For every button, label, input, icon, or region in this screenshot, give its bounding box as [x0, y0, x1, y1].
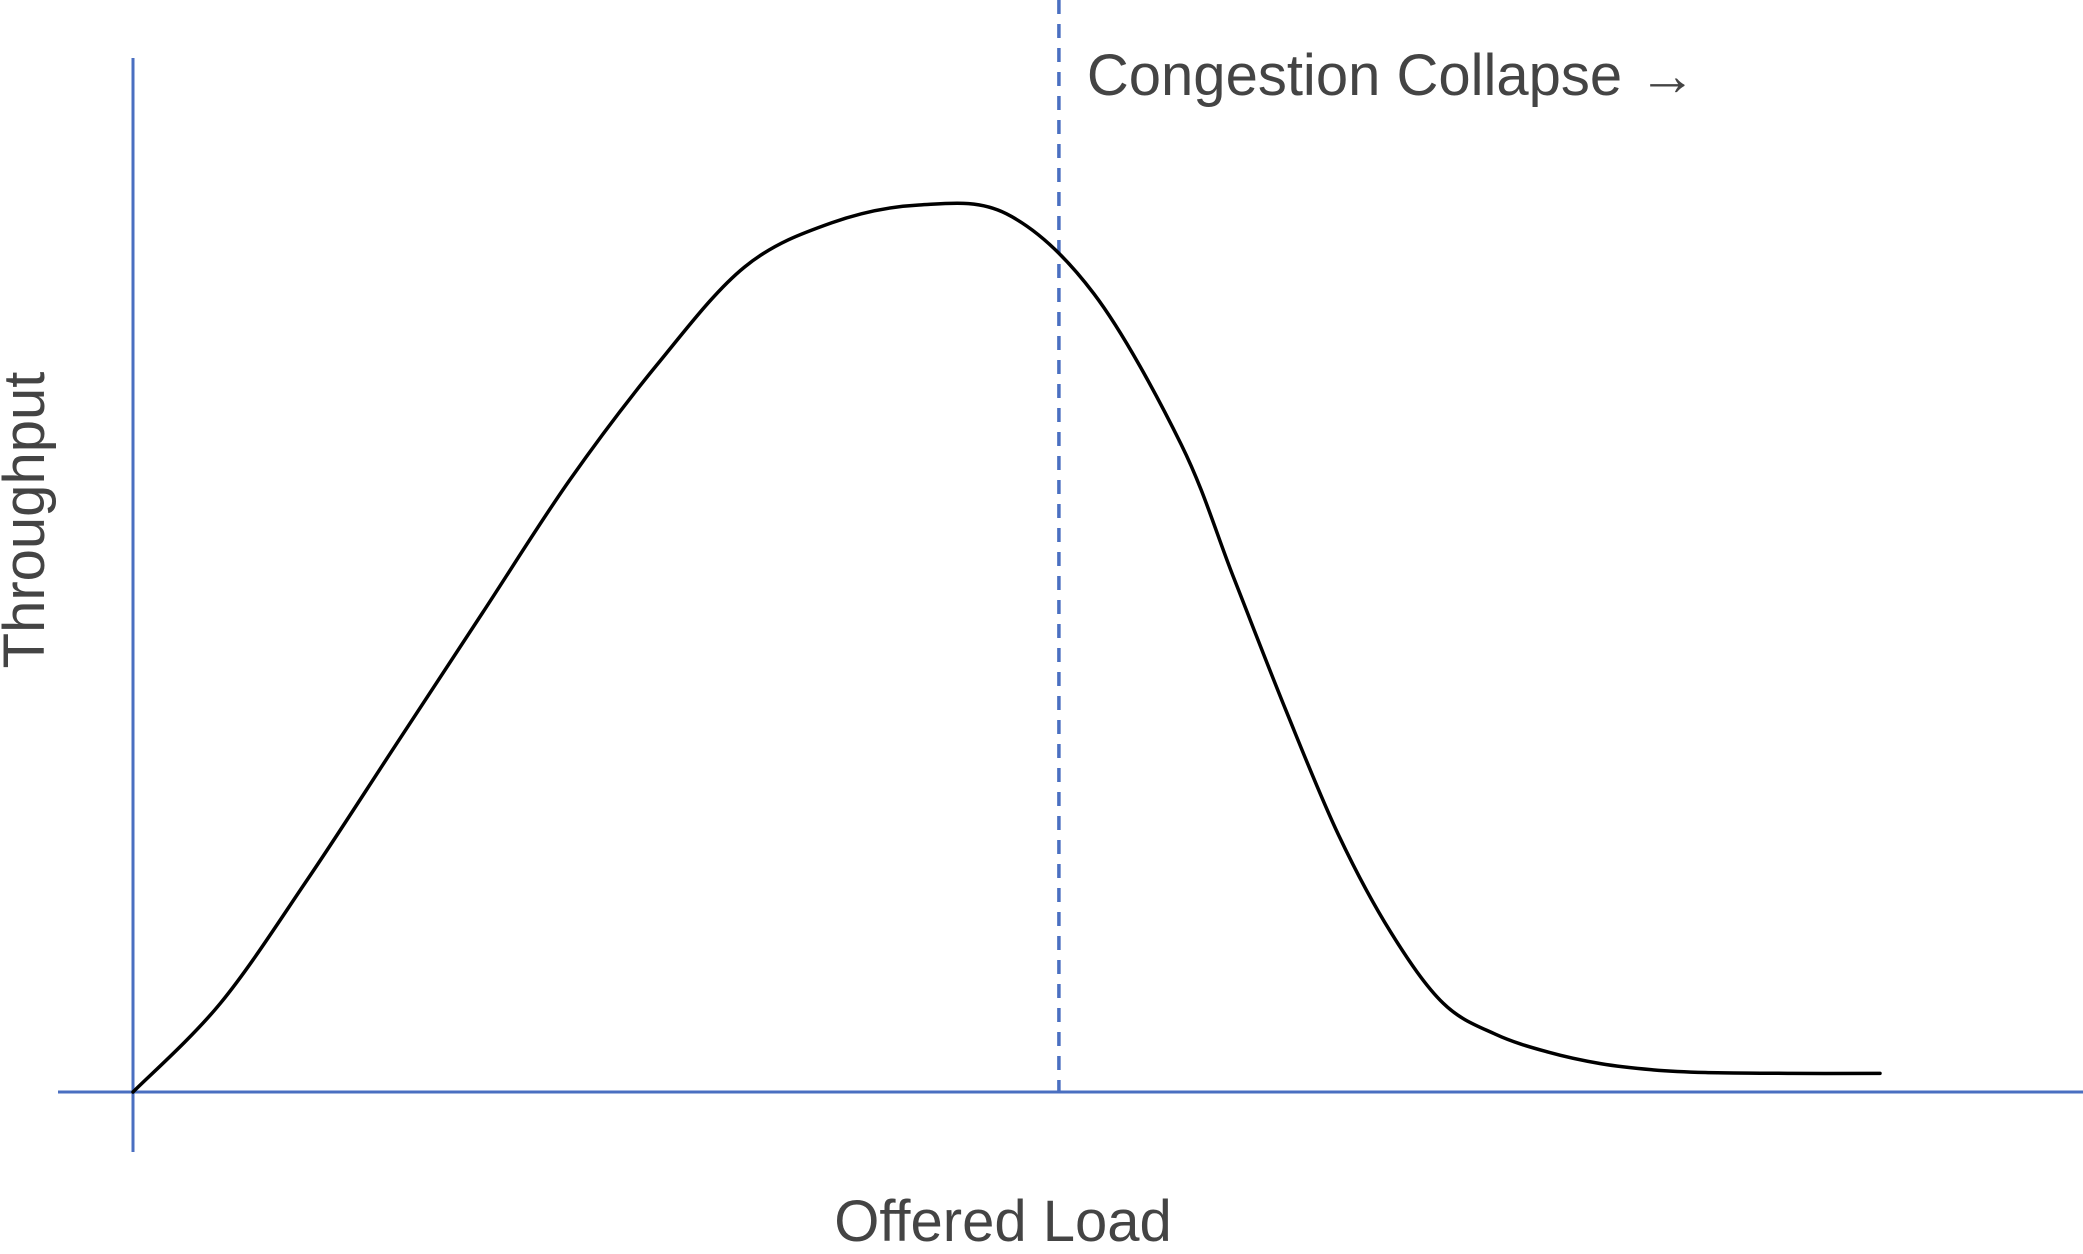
- x-axis-label: Offered Load: [834, 1189, 1172, 1254]
- throughput-curve: [131, 201, 1882, 1094]
- congestion-collapse-annotation: Congestion Collapse →: [1087, 43, 1696, 108]
- y-axis-label: Throughput: [0, 372, 57, 669]
